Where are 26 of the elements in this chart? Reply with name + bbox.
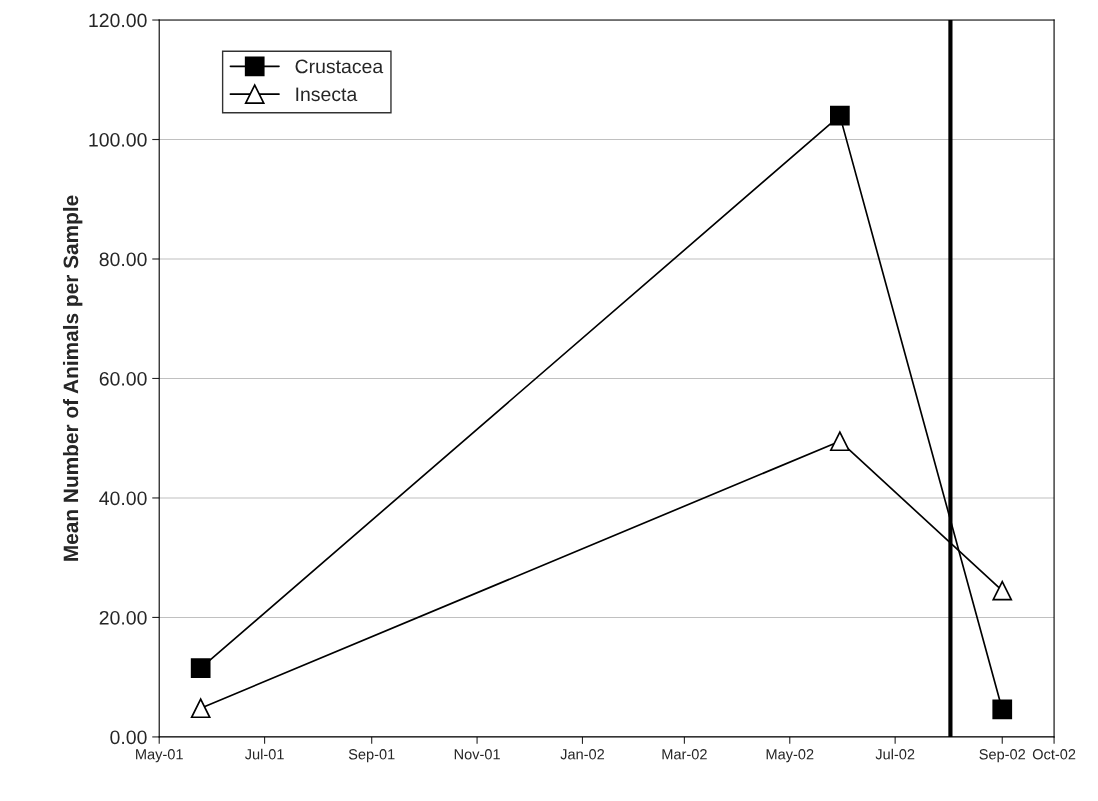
y-tick-label: 80.00 [99,252,147,267]
x-tick-label: Mar-02 [662,749,707,760]
point [992,580,1013,601]
y-tick-label: 60.00 [99,371,147,386]
y-tick-label: 20.00 [99,610,147,625]
point [190,698,211,719]
y-axis-title: Mean Number of Animals per Sample [62,195,83,561]
point [190,658,211,679]
x-tick-label: May-02 [766,749,814,763]
x-tick-label: Nov-01 [454,749,500,760]
point [992,699,1013,720]
y-tick-label: 0.00 [110,730,147,745]
x-tick-label: Jan-02 [560,749,605,760]
x-tick-label: Sep-02 [979,749,1026,763]
x-tick-label: Oct-02 [1032,749,1076,760]
x-tick-label: Sep-01 [348,749,395,763]
point [830,105,850,126]
y-tick-label: 40.00 [99,491,147,506]
point [830,431,850,452]
legend-label: Crustacea [295,59,384,74]
x-tick-label: Jul-01 [244,748,284,760]
y-tick-label: 120.00 [89,13,147,28]
legend-label: Insecta [296,87,358,102]
x-tick-label: May-01 [136,749,183,763]
y-tick-label: 100.00 [89,132,147,147]
x-tick-label: Jul-02 [875,748,915,760]
